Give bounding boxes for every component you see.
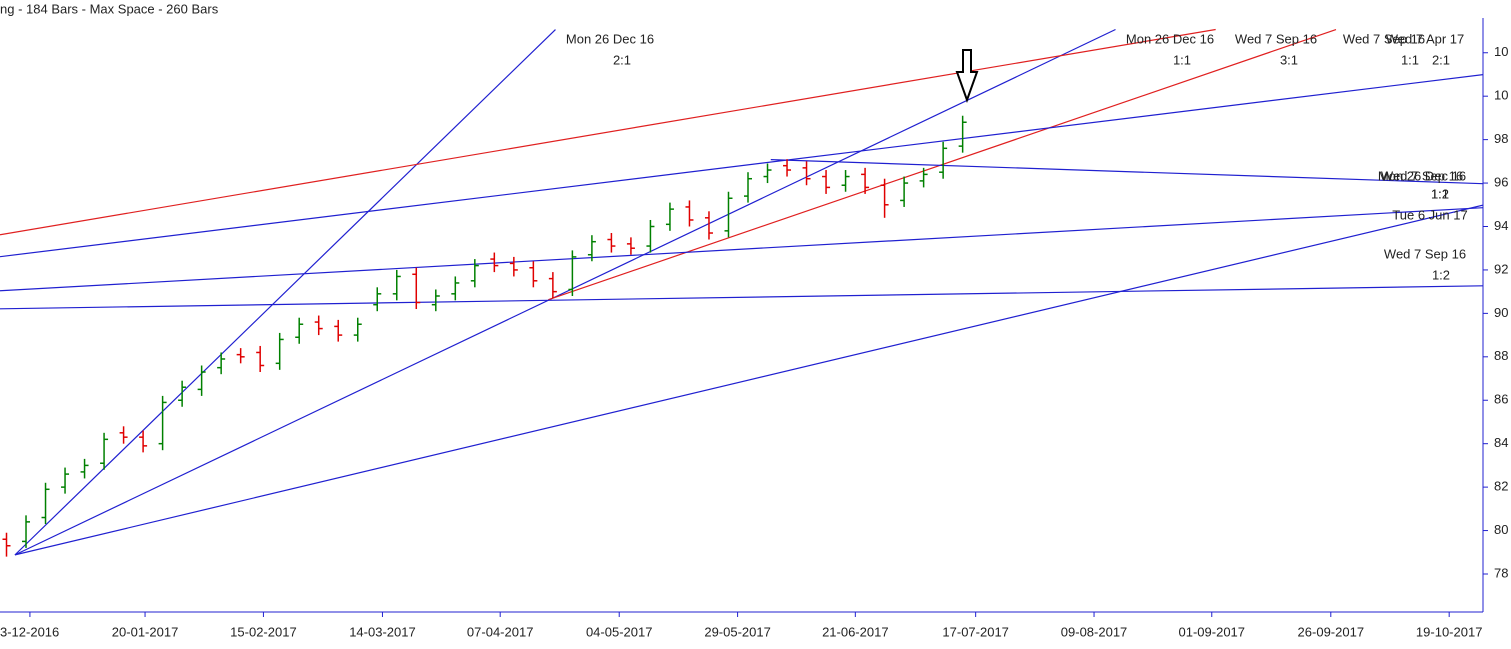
y-tick-label: 92 <box>1494 261 1508 276</box>
y-tick-label: 90 <box>1494 305 1508 320</box>
x-tick-label: 09-08-2017 <box>1061 624 1128 639</box>
x-tick-label: 21-06-2017 <box>822 624 889 639</box>
chart-title: ng - 184 Bars - Max Space - 260 Bars <box>0 1 219 16</box>
x-tick-label: 3-12-2016 <box>0 624 59 639</box>
annotation: 2:1 <box>1432 52 1450 67</box>
trend-line <box>0 28 1216 236</box>
x-tick-label: 17-07-2017 <box>942 624 1009 639</box>
annotation: Wed 7 Sep 16 <box>1235 31 1317 46</box>
trend-line <box>0 285 1483 310</box>
annotation: 1:1 <box>1431 186 1449 201</box>
y-tick-label: 88 <box>1494 348 1508 363</box>
trend-line <box>0 207 1483 292</box>
trend-line <box>14 204 1483 556</box>
annotation: Tue 6 Jun 17 <box>1392 207 1467 222</box>
y-tick-label: 10 <box>1494 44 1508 59</box>
annotation: 1:2 <box>1431 186 1449 201</box>
x-tick-label: 07-04-2017 <box>467 624 534 639</box>
annotation: 1:2 <box>1432 267 1450 282</box>
trend-line <box>0 74 1483 258</box>
annotation: 1:1 <box>1173 52 1191 67</box>
annotation: Mon 26 Dec 16 <box>1126 31 1214 46</box>
arrow-marker <box>955 49 979 103</box>
trend-line <box>770 159 1483 185</box>
x-tick-label: 15-02-2017 <box>230 624 297 639</box>
x-tick-label: 26-09-2017 <box>1298 624 1365 639</box>
x-tick-label: 19-10-2017 <box>1416 624 1483 639</box>
y-tick-label: 84 <box>1494 435 1508 450</box>
x-tick-label: 01-09-2017 <box>1179 624 1246 639</box>
y-tick-label: 10 <box>1494 88 1508 103</box>
annotation: Mon 26 Dec 16 <box>566 31 654 46</box>
annotation: 3:1 <box>1280 52 1298 67</box>
annotation: Wed 7 Sep 16 <box>1384 246 1466 261</box>
y-tick-label: 94 <box>1494 218 1508 233</box>
x-tick-label: 20-01-2017 <box>112 624 179 639</box>
annotation: 1:1 <box>1401 52 1419 67</box>
trend-line <box>548 28 1337 301</box>
y-tick-label: 78 <box>1494 565 1508 580</box>
annotation: Wed 7 Apr 17 <box>1386 31 1465 46</box>
x-tick-label: 29-05-2017 <box>704 624 771 639</box>
y-tick-label: 98 <box>1494 131 1508 146</box>
x-tick-label: 04-05-2017 <box>586 624 653 639</box>
annotation: Mon 26 Dec 16 <box>1378 168 1466 183</box>
trend-line <box>14 28 1116 556</box>
trend-line <box>14 29 556 556</box>
y-tick-label: 80 <box>1494 522 1508 537</box>
plot-area <box>0 28 1483 557</box>
y-tick-label: 96 <box>1494 174 1508 189</box>
annotation: Wed 7 Sep 16 <box>1381 168 1463 183</box>
annotation: 2:1 <box>613 52 631 67</box>
y-tick-label: 82 <box>1494 479 1508 494</box>
annotation: Wed 7 Sep 16 <box>1343 31 1425 46</box>
x-tick-label: 14-03-2017 <box>349 624 416 639</box>
y-tick-label: 86 <box>1494 392 1508 407</box>
